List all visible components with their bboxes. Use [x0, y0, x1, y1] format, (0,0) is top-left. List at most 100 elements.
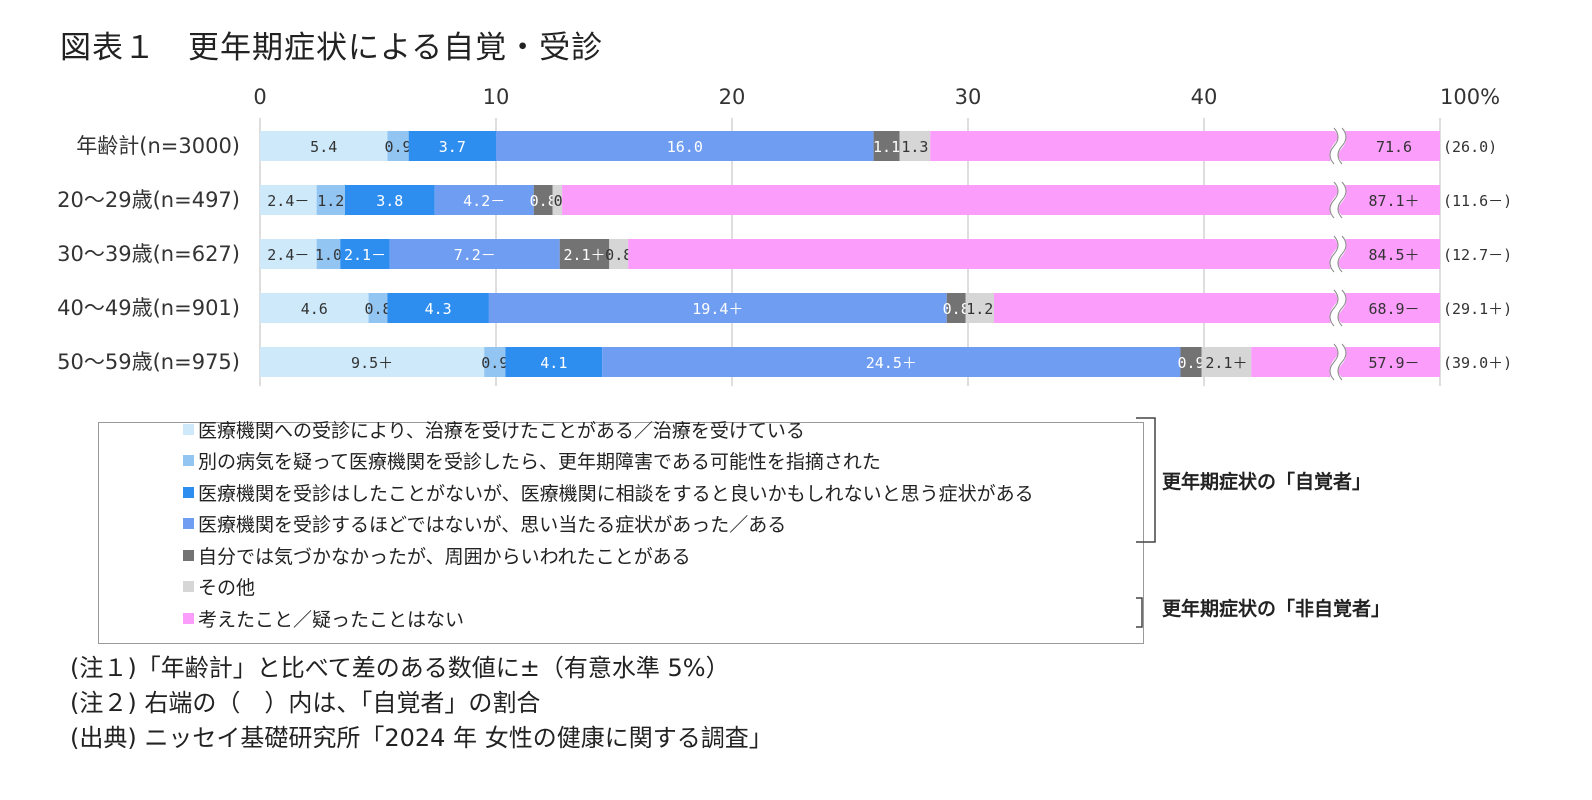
axis-break-line: [1329, 289, 1339, 327]
axis-break-line: [1337, 235, 1347, 273]
data-label: 1.1: [873, 138, 900, 156]
bar-segment: [488, 293, 947, 323]
legend-item: 自分では気づかなかったが、周囲からいわれたことがある: [183, 543, 691, 568]
bar-segment: [559, 239, 610, 269]
x-tick-label: 100%: [1440, 85, 1500, 109]
note-1: (注１)「年齢計」と比べて差のある数値に±（有意水準 5%）: [70, 654, 730, 682]
category-label: 50～59歳(n=975): [57, 350, 240, 374]
data-label: 19.4＋: [692, 300, 743, 318]
bar-segment: [505, 347, 603, 377]
axis-break-line: [1337, 127, 1347, 165]
data-label: 7.2－: [454, 246, 496, 264]
x-tick-label: 10: [483, 85, 510, 109]
legend-swatch: [183, 612, 194, 624]
data-label: 0.9: [385, 138, 412, 156]
axis-break-line: [1329, 181, 1339, 219]
bar-segment: [260, 347, 485, 377]
data-label: 0.9: [481, 354, 508, 372]
data-label: 57.9－: [1368, 354, 1419, 372]
bar-segment: [602, 347, 1181, 377]
data-label: 4.6: [301, 300, 328, 318]
bar-segment: [260, 185, 317, 215]
data-label: 0.8: [530, 192, 557, 210]
legend-label: その他: [198, 577, 256, 599]
legend-swatch: [183, 581, 194, 592]
bar-segment: [609, 239, 629, 269]
category-label: 40～49歳(n=901): [57, 296, 240, 320]
legend-label: 医療機関への受診により、治療を受けたことがある／治療を受けている: [198, 419, 805, 442]
bar-segment: [260, 131, 388, 161]
category-label: 20～29歳(n=497): [57, 188, 240, 212]
bar-segment: [389, 239, 560, 269]
legend-label: 別の病気を疑って医療機関を受診したら、更年期障害である可能性を指摘された: [198, 451, 881, 473]
x-tick-label: 40: [1191, 85, 1218, 109]
bar-segment: [562, 185, 1440, 215]
bar-segment: [552, 185, 563, 215]
axis-break-line: [1337, 343, 1347, 381]
data-label: 2.4－: [267, 192, 309, 210]
legend-label: 医療機関を受診するほどではないが、思い当たる症状があった／ある: [198, 514, 787, 536]
data-label: 16.0: [667, 138, 703, 156]
data-label: 0.8: [605, 246, 632, 264]
data-label: 1.0: [315, 246, 342, 264]
aware-ratio-label: (39.0＋): [1443, 354, 1512, 372]
bar-segment: [965, 293, 994, 323]
stacked-bar-chart: 0 10 20 30 40 100% 年齢計(n=3000) 5.4 0.9 3.7 16.0 1.1…: [57, 85, 1512, 386]
data-label: 0.8: [364, 300, 391, 318]
data-label: 1.3: [901, 138, 928, 156]
aware-ratio-label: (11.6－): [1443, 192, 1512, 210]
bar-segment: [260, 293, 369, 323]
legend-item: 医療機関への受診により、治療を受けたことがある／治療を受けている: [183, 417, 805, 442]
bar-segment: [1201, 347, 1252, 377]
bar-segment: [496, 131, 874, 161]
bar-segment: [340, 239, 390, 269]
data-label: 4.3: [425, 300, 452, 318]
data-label: 68.9－: [1368, 300, 1419, 318]
x-tick-label: 30: [955, 85, 982, 109]
axis-break: [1329, 233, 1347, 275]
bar-segment: [484, 347, 506, 377]
data-label: 84.5＋: [1368, 246, 1419, 264]
aware-ratio-label: (26.0): [1443, 138, 1497, 156]
data-label: 71.6: [1376, 138, 1412, 156]
bar-segment: [260, 239, 317, 269]
axis-break-line: [1329, 127, 1339, 165]
legend-swatch: [183, 486, 194, 498]
axis-break: [1329, 341, 1347, 383]
x-tick-label: 0: [253, 85, 266, 109]
legend-label: 医療機関を受診はしたことがないが、医療機関に相談をすると良いかもしれないと思う症…: [198, 482, 1034, 505]
data-label: 1.2: [317, 192, 344, 210]
legend-item: その他: [183, 575, 255, 599]
axis-break: [1329, 125, 1347, 167]
legend-swatch: [183, 518, 194, 529]
bar-segment: [628, 239, 1440, 269]
data-label: 0.8: [943, 300, 970, 318]
bar-segment: [408, 131, 496, 161]
data-label: 3.7: [439, 138, 466, 156]
bar-segment: [899, 131, 931, 161]
category-label: 30～39歳(n=627): [57, 242, 240, 266]
bar-segment: [946, 293, 966, 323]
legend-item: 医療機関を受診はしたことがないが、医療機関に相談をすると良いかもしれないと思う症…: [183, 480, 1034, 505]
data-label: 87.1＋: [1368, 192, 1419, 210]
data-label: 0.9: [1177, 354, 1204, 372]
bar-segment: [387, 131, 409, 161]
legend-group-aware-label: 更年期症状の「自覚者」: [1162, 471, 1372, 493]
data-label: 2.4－: [267, 246, 309, 264]
data-label: 5.4: [310, 138, 337, 156]
aware-ratio-label: (29.1＋): [1443, 300, 1512, 318]
bar-segment: [316, 239, 341, 269]
aware-ratio-label: (12.7－): [1443, 246, 1512, 264]
legend-label: 自分では気づかなかったが、周囲からいわれたことがある: [198, 545, 691, 568]
bar-segment: [1180, 347, 1202, 377]
x-tick-label: 20: [719, 85, 746, 109]
data-label: 9.5＋: [351, 354, 393, 372]
bar-segment: [368, 293, 388, 323]
bar-segment: [533, 185, 553, 215]
note-source: (出典) ニッセイ基礎研究所「2024 年 女性の健康に関する調査」: [70, 724, 773, 752]
data-label: 3.8: [376, 192, 403, 210]
bar-segment: [873, 131, 900, 161]
legend-label: 考えたこと／疑ったことはない: [198, 608, 465, 631]
bar-segment: [930, 131, 1440, 161]
bar-segment: [387, 293, 489, 323]
